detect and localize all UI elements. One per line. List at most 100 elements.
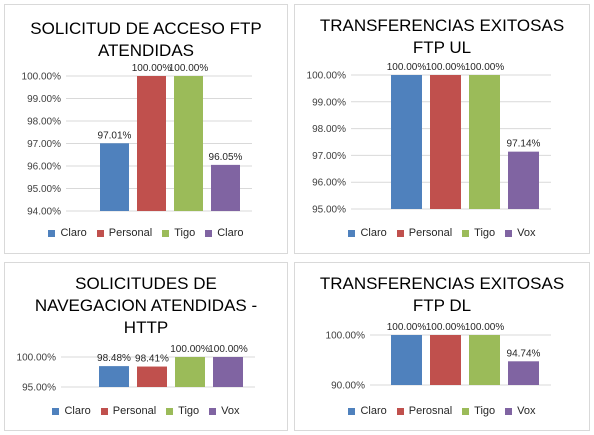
chart-legend: Claro Personal Tigo Claro [5, 227, 287, 239]
legend-label: Claro [360, 227, 387, 239]
legend-item: Personal [100, 405, 157, 417]
legend-swatch [462, 229, 470, 237]
legend-swatch [166, 407, 174, 415]
legend-label: Claro [60, 227, 87, 239]
y-tick-label: 95.00% [312, 205, 346, 216]
bar-vox [508, 361, 539, 385]
chart-title: SOLICITUDES DE NAVEGACION ATENDIDAS - HT… [34, 274, 258, 337]
chart-ftp-dl: TRANSFERENCIAS EXITOSAS FTP DL 90.00% 100… [294, 262, 590, 431]
y-tick-label: 95.00% [22, 383, 56, 394]
legend-item: Tigo [462, 227, 495, 239]
legend-label: Tigo [178, 405, 200, 417]
chart-http: SOLICITUDES DE NAVEGACION ATENDIDAS - HT… [4, 262, 288, 431]
data-label: 94.74% [507, 348, 541, 359]
legend-item: Tigo [162, 227, 195, 239]
y-tick-label: 90.00% [331, 381, 365, 392]
y-tick-label: 100.00% [307, 71, 347, 82]
bar-vox [213, 357, 243, 387]
chart-title: TRANSFERENCIAS EXITOSAS FTP DL [319, 274, 565, 315]
y-tick-label: 97.00% [27, 139, 61, 150]
legend-label: Claro [64, 405, 91, 417]
bar-perosnal [430, 335, 461, 385]
y-tick-label: 94.00% [27, 207, 61, 218]
legend-swatch [209, 407, 217, 415]
bar-claro [100, 143, 129, 211]
legend-swatch [348, 407, 356, 415]
y-tick-label: 96.00% [27, 162, 61, 173]
chart-ftp-access: SOLICITUD DE ACCESO FTP ATENDIDAS 94.00%… [4, 4, 288, 254]
legend-swatch [348, 229, 356, 237]
data-label: 100.00% [169, 63, 209, 74]
legend-label: Vox [221, 405, 240, 417]
bar-personal [137, 366, 167, 387]
y-tick-label: 99.00% [27, 94, 61, 105]
bar-tigo [174, 76, 203, 211]
legend-swatch [205, 229, 213, 237]
data-label: 100.00% [170, 344, 210, 355]
legend-swatch [396, 229, 404, 237]
legend-item: Vox [505, 227, 536, 239]
chart-legend: Claro Personal Tigo Vox [295, 227, 589, 239]
legend-label: Personal [112, 405, 157, 417]
data-label: 98.48% [97, 353, 131, 364]
bar-tigo [469, 75, 500, 209]
y-tick-label: 98.00% [27, 117, 61, 128]
chart-legend: Claro Personal Tigo Vox [5, 405, 287, 417]
chart-title: SOLICITUD DE ACCESO FTP ATENDIDAS [30, 19, 262, 60]
legend-swatch [52, 407, 60, 415]
chart-plot: 90.00%100.00%100.00% 100.00% 100.00%94.74% [326, 322, 551, 392]
legend-label: Tigo [174, 227, 196, 239]
data-label: 100.00% [426, 62, 466, 73]
legend-item: Claro [348, 405, 387, 417]
data-label: 100.00% [465, 322, 505, 333]
chart-plot: 95.00%96.00%97.00%98.00%99.00%100.00%100… [307, 62, 551, 216]
legend-label: Personal [408, 227, 453, 239]
legend-label: Personal [108, 227, 153, 239]
data-label: 100.00% [387, 62, 427, 73]
legend-item: Tigo [462, 405, 495, 417]
legend-swatch [162, 229, 170, 237]
bar-claro [211, 164, 240, 211]
legend-label: Vox [517, 405, 536, 417]
legend-item: Claro [348, 227, 387, 239]
legend-swatch [462, 407, 470, 415]
chart-legend: Claro Perosnal Tigo Vox [295, 405, 589, 417]
chart-plot: 94.00% 95.00% 96.00% 97.00% 98.00% 99.00% 100.… [22, 63, 252, 218]
data-label: 96.05% [209, 152, 243, 163]
y-tick-label: 98.00% [312, 124, 346, 135]
bar-claro [391, 75, 422, 209]
legend-item: Claro [205, 227, 244, 239]
legend-swatch [396, 407, 404, 415]
y-tick-label: 100.00% [22, 72, 62, 83]
legend-label: Tigo [474, 405, 496, 417]
data-label: 100.00% [387, 322, 427, 333]
chart-title: TRANSFERENCIAS EXITOSAS FTP UL [319, 16, 565, 57]
legend-item: Claro [48, 227, 87, 239]
legend-item: Tigo [166, 405, 199, 417]
data-label: 100.00% [426, 322, 466, 333]
bar-claro [99, 366, 129, 387]
y-tick-label: 95.00% [27, 184, 61, 195]
data-label: 100.00% [132, 63, 172, 74]
legend-item: Personal [396, 227, 453, 239]
legend-item: Personal [96, 227, 153, 239]
data-label: 97.14% [507, 139, 541, 150]
bar-vox [508, 151, 539, 209]
y-tick-label: 100.00% [326, 331, 366, 342]
legend-label: Vox [517, 227, 536, 239]
legend-swatch [505, 407, 513, 415]
data-label: 100.00% [208, 344, 248, 355]
chart-ftp-ul: TRANSFERENCIAS EXITOSAS FTP UL 95.00% 96.… [294, 4, 590, 254]
legend-item: Vox [505, 405, 536, 417]
bar-tigo [469, 335, 500, 385]
legend-swatch [48, 229, 56, 237]
y-tick-label: 97.00% [312, 151, 346, 162]
legend-item: Vox [209, 405, 240, 417]
legend-swatch [505, 229, 513, 237]
y-tick-label: 100.00% [17, 353, 57, 364]
data-label: 98.41% [135, 354, 169, 365]
legend-label: Claro [217, 227, 244, 239]
legend-label: Claro [360, 405, 387, 417]
chart-plot: 95.00%100.00% 98.48% 98.41%100.00%100.00% [17, 344, 255, 394]
bar-tigo [175, 357, 205, 387]
